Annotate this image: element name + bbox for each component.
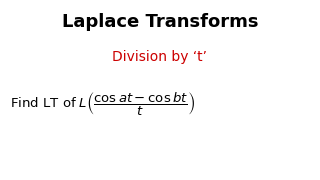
Text: Find LT of $\boldsymbol{\mathit{L}}\left(\dfrac{\cos at - \cos bt}{t}\right)$: Find LT of $\boldsymbol{\mathit{L}}\left… [10, 91, 195, 118]
Text: Laplace Transforms: Laplace Transforms [62, 13, 258, 31]
Text: Division by ‘t’: Division by ‘t’ [113, 50, 207, 64]
